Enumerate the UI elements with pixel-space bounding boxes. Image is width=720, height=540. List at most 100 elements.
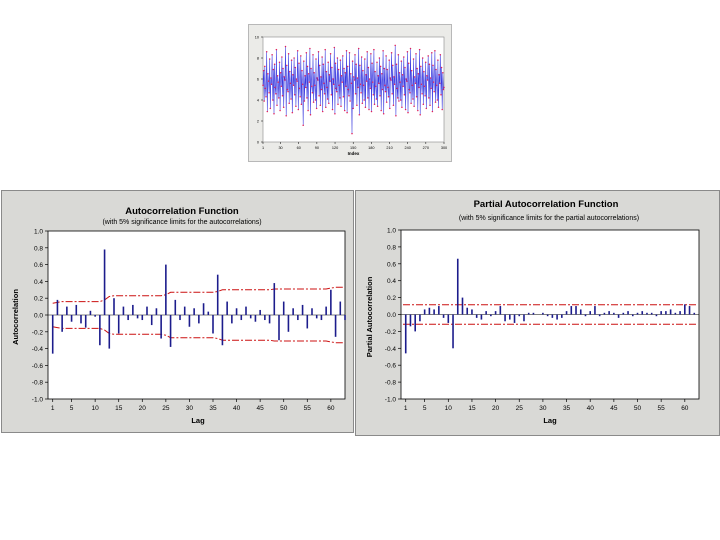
ts-point bbox=[348, 52, 351, 54]
ts-point bbox=[414, 82, 417, 84]
ts-point bbox=[359, 83, 362, 85]
pacf-ylabel: Partial Autocorrelation bbox=[365, 276, 374, 357]
ts-point bbox=[300, 55, 302, 57]
ts-point bbox=[386, 68, 389, 71]
ts-point bbox=[284, 79, 286, 81]
ts-point bbox=[267, 73, 269, 75]
ts-point bbox=[410, 69, 413, 72]
ts-point bbox=[429, 77, 432, 79]
ts-point bbox=[370, 53, 372, 55]
pacf-x-tick-label: 35 bbox=[563, 405, 571, 412]
ts-point bbox=[393, 83, 396, 85]
acf-subtitle: (with 5% significance limits for the aut… bbox=[102, 219, 261, 226]
ts-point bbox=[437, 106, 440, 109]
ts-point bbox=[269, 107, 272, 110]
ts-point bbox=[321, 110, 324, 113]
ts-point bbox=[371, 81, 374, 83]
ts-point bbox=[433, 90, 435, 93]
acf-title: Autocorrelation Function bbox=[125, 206, 239, 217]
ts-point bbox=[400, 60, 403, 62]
ts-y-tick-label: 8 bbox=[257, 57, 259, 61]
ts-point bbox=[357, 47, 360, 50]
ts-point bbox=[420, 65, 422, 68]
ts-point bbox=[403, 94, 406, 96]
ts-point bbox=[345, 49, 348, 52]
time-series-plot-panel: 0 2 4 6 8 10 1 30 60 90 120 150 180 210 240 270 300 Index bbox=[248, 24, 452, 162]
ts-point bbox=[426, 75, 428, 77]
ts-point bbox=[332, 83, 335, 85]
ts-y-tick-label: 0 bbox=[257, 141, 259, 145]
ts-point bbox=[316, 77, 318, 79]
ts-point bbox=[442, 88, 445, 91]
ts-point bbox=[315, 107, 318, 110]
ts-point bbox=[282, 67, 284, 70]
ts-point bbox=[376, 105, 379, 108]
ts-point bbox=[270, 77, 272, 79]
ts-point bbox=[398, 100, 400, 102]
ts-point bbox=[439, 54, 442, 56]
ts-point bbox=[309, 113, 312, 116]
ts-point bbox=[286, 88, 289, 91]
ts-point bbox=[402, 85, 404, 88]
ts-point bbox=[360, 91, 362, 94]
ts-point bbox=[362, 69, 364, 72]
ts-point bbox=[374, 85, 377, 88]
acf-y-tick-label: 0.4 bbox=[34, 279, 43, 286]
ts-point bbox=[347, 88, 350, 91]
ts-point bbox=[365, 80, 368, 82]
acf-x-tick-label: 60 bbox=[327, 405, 335, 412]
ts-point bbox=[349, 100, 351, 102]
ts-point bbox=[320, 88, 323, 91]
ts-point bbox=[387, 96, 390, 98]
ts-point bbox=[377, 75, 379, 77]
ts-point bbox=[366, 50, 368, 53]
ts-point bbox=[314, 99, 317, 101]
ts-point bbox=[378, 82, 380, 84]
ts-point bbox=[354, 92, 357, 95]
ts-x-tick-label: 240 bbox=[405, 146, 411, 150]
ts-point bbox=[365, 74, 367, 76]
ts-point bbox=[268, 91, 270, 94]
ts-point bbox=[415, 53, 417, 55]
ts-xlabel: Index bbox=[348, 151, 360, 156]
acf-ylabel: Autocorrelation bbox=[11, 289, 20, 345]
ts-point bbox=[290, 59, 293, 61]
ts-point bbox=[401, 106, 403, 109]
ts-point bbox=[378, 57, 381, 59]
ts-point bbox=[394, 44, 396, 47]
ts-point bbox=[428, 63, 431, 66]
acf-y-tick-label: -0.6 bbox=[32, 363, 44, 370]
ts-point bbox=[289, 82, 292, 84]
ts-point bbox=[264, 65, 266, 68]
ts-point bbox=[362, 84, 365, 87]
ts-point bbox=[291, 111, 294, 114]
acf-y-tick-label: -0.8 bbox=[32, 380, 44, 387]
acf-xlabel: Lag bbox=[191, 416, 205, 425]
ts-point bbox=[351, 132, 353, 135]
acf-y-tick-label: 0.0 bbox=[34, 313, 43, 320]
ts-point bbox=[409, 91, 411, 94]
ts-point bbox=[425, 107, 428, 110]
ts-point bbox=[309, 47, 311, 50]
ts-point bbox=[376, 61, 378, 63]
ts-point bbox=[322, 63, 325, 66]
ts-point bbox=[315, 58, 317, 60]
ts-point bbox=[404, 66, 406, 69]
ts-x-tick-label: 1 bbox=[262, 146, 264, 150]
ts-point bbox=[371, 62, 373, 65]
ts-point bbox=[373, 48, 375, 51]
ts-point bbox=[319, 104, 322, 107]
ts-point bbox=[417, 73, 420, 75]
ts-point bbox=[382, 112, 385, 115]
pacf-x-tick-label: 20 bbox=[492, 405, 500, 412]
ts-point bbox=[415, 96, 418, 98]
ts-x-tick-label: 180 bbox=[368, 146, 374, 150]
pacf-y-tick-label: -1.0 bbox=[385, 397, 397, 404]
acf-chart-panel: Autocorrelation Function (with 5% signif… bbox=[1, 190, 354, 433]
ts-point bbox=[373, 103, 376, 105]
ts-point bbox=[284, 45, 287, 48]
ts-point bbox=[409, 47, 412, 50]
ts-point bbox=[372, 94, 375, 96]
pacf-x-tick-label: 25 bbox=[516, 405, 524, 412]
ts-point bbox=[293, 57, 295, 59]
